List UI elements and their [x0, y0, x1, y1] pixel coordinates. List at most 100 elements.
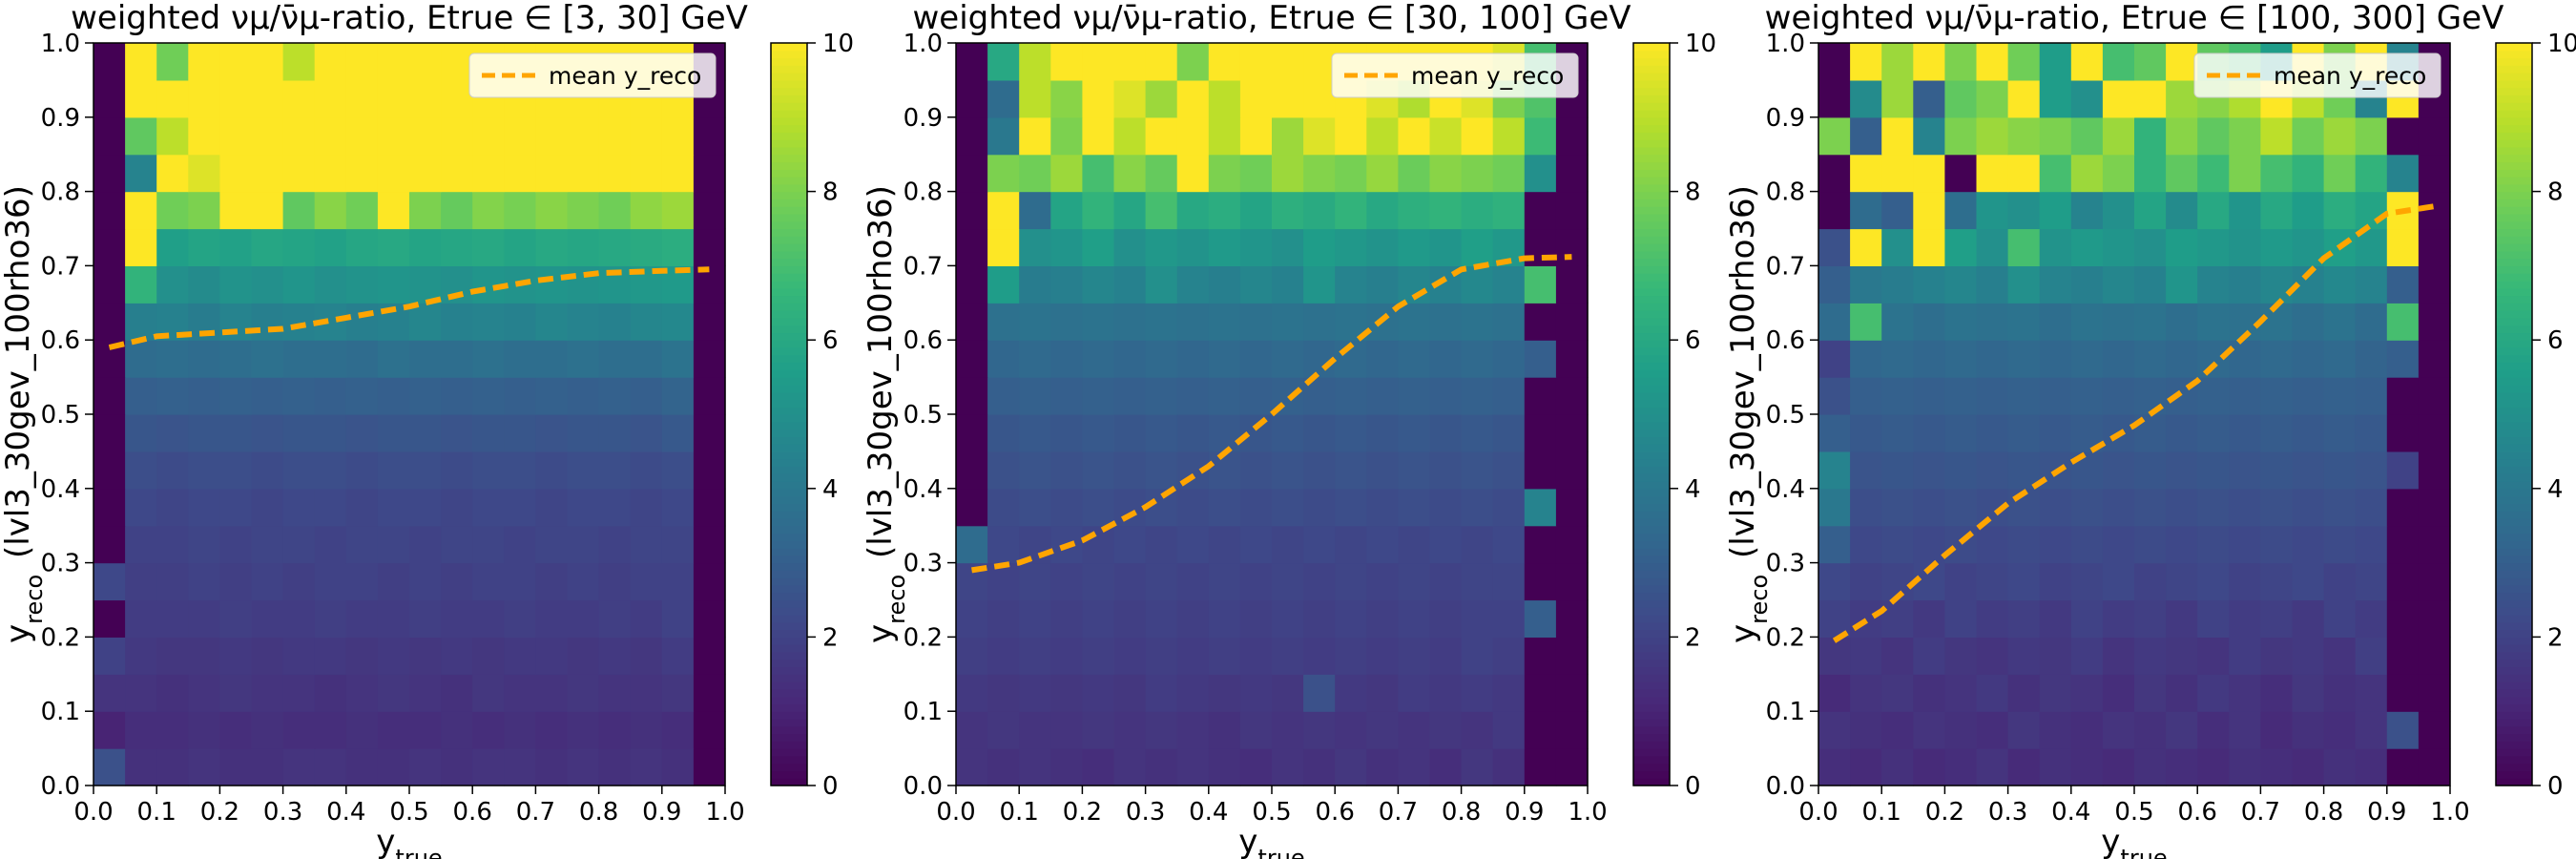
y-tick-label: 0.4: [1766, 475, 1805, 504]
heatmap-cell: [2386, 303, 2420, 341]
heatmap-cell: [1881, 154, 1914, 193]
heatmap-cell: [1335, 488, 1367, 527]
colorbar-segment: [1633, 651, 1670, 660]
colorbar-segment: [1633, 407, 1670, 415]
colorbar-segment: [2496, 354, 2532, 364]
heatmap-cell: [504, 116, 536, 156]
heatmap-cell: [1113, 340, 1147, 378]
heatmap-cell: [2166, 228, 2198, 266]
heatmap-cell: [693, 488, 726, 527]
colorbar-segment: [2496, 466, 2532, 474]
heatmap-cell: [2260, 414, 2294, 452]
heatmap-cell: [1818, 303, 1851, 341]
colorbar-segment: [2496, 577, 2532, 586]
colorbar-segment: [771, 220, 807, 230]
heatmap-cell: [1366, 191, 1399, 230]
heatmap-cell: [441, 748, 473, 786]
heatmap-cell: [1208, 340, 1241, 378]
heatmap-cell: [409, 303, 442, 341]
heatmap-cell: [2197, 488, 2230, 527]
colorbar-segment: [1633, 146, 1670, 156]
heatmap-cell: [2197, 674, 2230, 712]
colorbar-segment: [2496, 733, 2532, 742]
heatmap-cell: [2007, 265, 2041, 304]
heatmap-cell: [630, 450, 663, 490]
heatmap-cell: [1239, 674, 1273, 712]
heatmap-cell: [1239, 303, 1273, 341]
heatmap-cell: [2070, 711, 2104, 749]
heatmap-cell: [1208, 450, 1241, 490]
colorbar-segment: [1633, 414, 1670, 423]
heatmap-cell: [1019, 340, 1051, 378]
colorbar-segment: [1633, 725, 1670, 735]
heatmap-cell: [1818, 674, 1851, 712]
heatmap-cell: [1913, 228, 1945, 266]
heatmap-cell: [409, 340, 442, 378]
heatmap-cell: [1492, 525, 1526, 564]
heatmap-cell: [1239, 599, 1273, 638]
heatmap-cell: [661, 599, 695, 638]
heatmap-cell: [2355, 711, 2388, 749]
heatmap-cell: [156, 599, 189, 638]
heatmap-cell: [2007, 562, 2041, 601]
colorbar-segment: [1633, 703, 1670, 712]
heatmap-cell: [1145, 748, 1178, 786]
colorbar-segment: [1633, 755, 1670, 765]
heatmap-cell: [2166, 414, 2198, 452]
heatmap-cell: [2039, 116, 2072, 156]
colorbar-segment: [1633, 488, 1670, 497]
heatmap-cell: [598, 637, 632, 675]
heatmap-cell: [1303, 79, 1336, 118]
colorbar-segment: [771, 436, 807, 445]
y-tick-label: 0.6: [904, 326, 943, 355]
colorbar-segment: [1633, 384, 1670, 393]
heatmap-cell: [567, 637, 600, 675]
heatmap-cell: [1272, 599, 1304, 638]
heatmap-cell: [2292, 303, 2325, 341]
heatmap-cell: [409, 191, 442, 230]
heatmap-cell: [1555, 748, 1589, 786]
heatmap-cell: [219, 450, 253, 490]
colorbar-segment: [1633, 87, 1670, 96]
heatmap-cell: [219, 525, 253, 564]
heatmap-cell: [1976, 303, 2009, 341]
heatmap-cell: [472, 674, 505, 712]
colorbar-segment: [2496, 495, 2532, 504]
heatmap-cell: [1050, 377, 1083, 415]
heatmap-cell: [1976, 79, 2009, 118]
heatmap-cell: [377, 414, 410, 452]
heatmap-cell: [282, 43, 316, 81]
heatmap-cell: [1113, 711, 1147, 749]
heatmap-cell: [1335, 191, 1367, 230]
heatmap-cell: [314, 450, 347, 490]
heatmap-cell: [2386, 748, 2420, 786]
colorbar-segment: [1633, 436, 1670, 445]
axes: 0.0 0.1 0.2 0.3 0.4 0.5 0.6 0.7 0.8 0.9 1.00.00.10…: [41, 30, 745, 827]
heatmap-cell: [2166, 562, 2198, 601]
heatmap-cell: [1239, 748, 1273, 786]
heatmap-cell: [2229, 450, 2261, 490]
colorbar-segment: [1633, 57, 1670, 66]
colorbar-segment: [2496, 265, 2532, 274]
colorbar-segment: [2496, 473, 2532, 482]
heatmap-cell: [219, 674, 253, 712]
heatmap-cell: [1461, 599, 1494, 638]
heatmap-cell: [1335, 116, 1367, 156]
x-tick-label: 0.0: [936, 798, 975, 827]
heatmap-cell: [1461, 525, 1494, 564]
heatmap-cell: [1492, 116, 1526, 156]
colorbar-segment: [2496, 391, 2532, 401]
heatmap-cell: [2386, 599, 2420, 638]
heatmap-cell: [2355, 116, 2388, 156]
heatmap-cell: [1524, 450, 1557, 490]
heatmap-cell: [377, 562, 410, 601]
colorbar-segment: [771, 94, 807, 103]
colorbar-segment: [2496, 310, 2532, 319]
heatmap-cell: [956, 414, 988, 452]
colorbar-segment: [1633, 495, 1670, 504]
heatmap-cell: [409, 265, 442, 304]
heatmap-cell: [1366, 450, 1399, 490]
heatmap-cell: [504, 599, 536, 638]
heatmap-cell: [314, 599, 347, 638]
colorbar-segment: [771, 79, 807, 89]
